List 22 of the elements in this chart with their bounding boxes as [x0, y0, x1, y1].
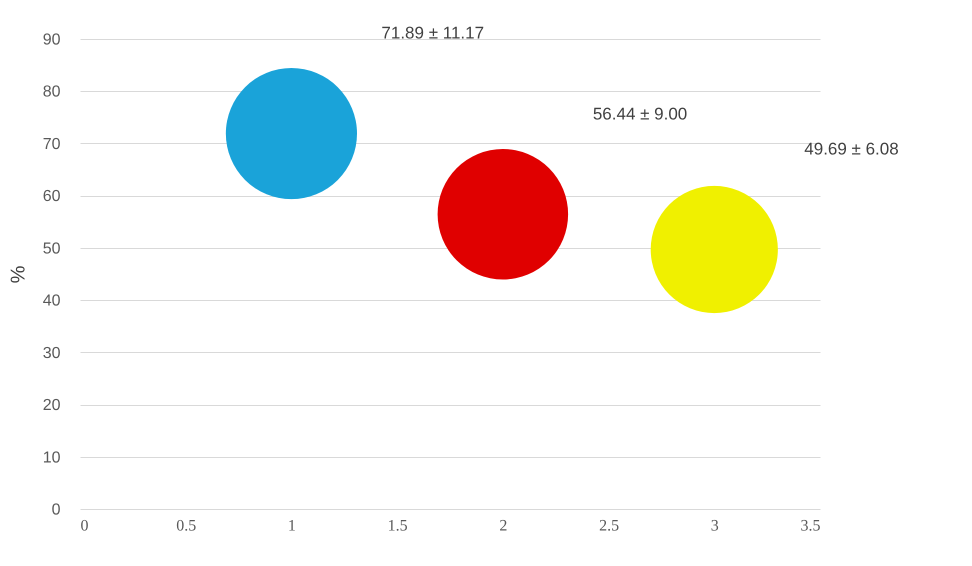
x-tick-label: 0.5	[176, 518, 196, 534]
x-tick-label: 1.5	[388, 518, 408, 534]
y-tick-label: 70	[42, 136, 61, 153]
y-tick-label: 10	[42, 449, 61, 466]
data-label: 71.89 ± 11.17	[381, 24, 484, 43]
y-axis-title: %	[8, 265, 30, 284]
data-label: 49.69 ± 6.08	[804, 140, 899, 159]
y-tick-label: 0	[52, 502, 61, 518]
y-tick-label: 60	[42, 188, 61, 206]
y-tick-label: 40	[42, 292, 61, 310]
x-tick-label: 3.5	[800, 518, 820, 534]
x-tick-label: 3	[710, 518, 719, 534]
y-tick-label: 20	[42, 397, 61, 414]
y-tick-label: 80	[42, 84, 61, 101]
data-label: 56.44 ± 9.00	[592, 104, 688, 124]
x-tick-label: 2.5	[599, 518, 620, 534]
y-tick-label: 50	[42, 240, 61, 258]
x-tick-label: 1	[288, 518, 296, 534]
x-tick-label: 2	[499, 518, 508, 534]
y-tick-label: 90	[42, 32, 61, 48]
x-tick-label: 0	[80, 518, 88, 534]
y-tick-label: 30	[42, 344, 61, 362]
